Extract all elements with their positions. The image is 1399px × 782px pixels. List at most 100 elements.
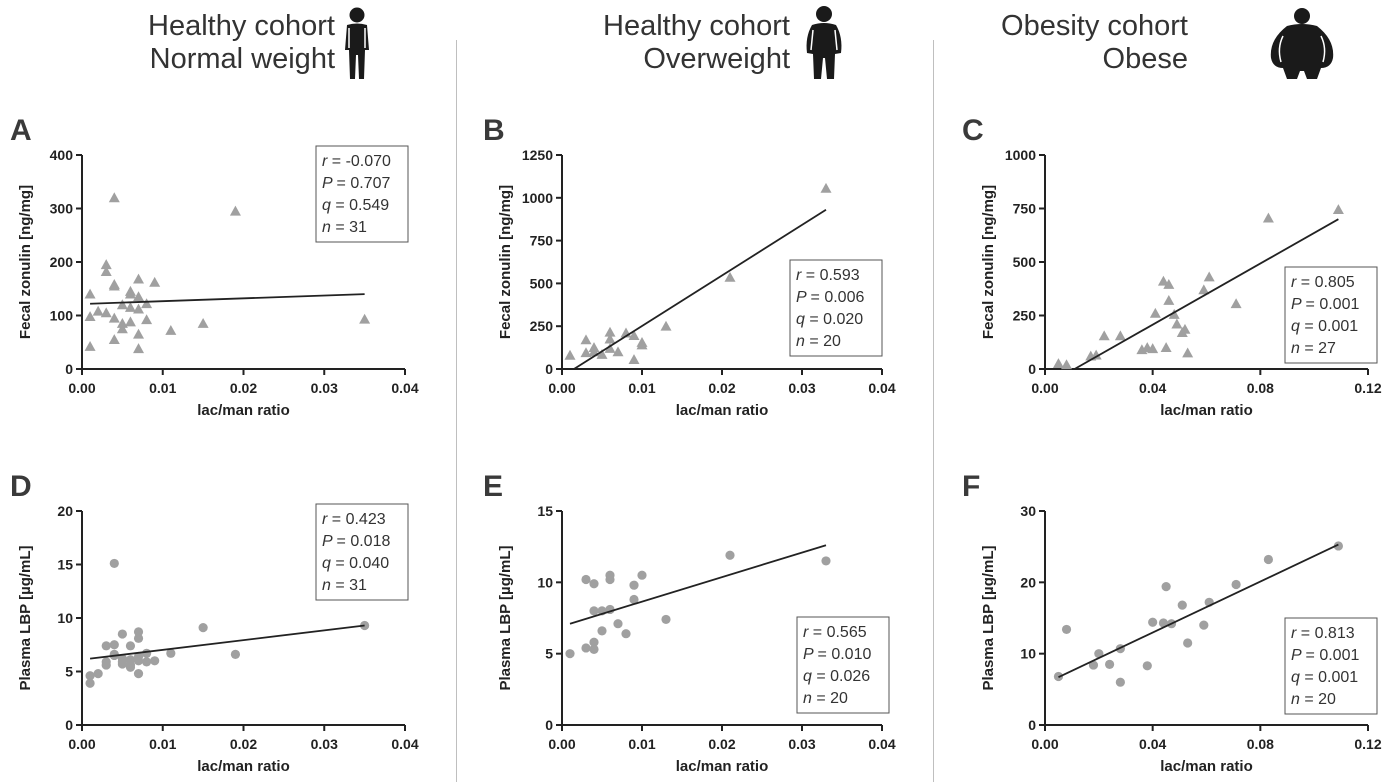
- stat-r: r = 0.805: [1291, 274, 1355, 291]
- data-point-triangle: [141, 314, 153, 325]
- data-point-circle: [117, 659, 127, 669]
- data-point-circle: [133, 633, 144, 643]
- column-header-normal-weight: Healthy cohort Normal weight: [35, 10, 335, 76]
- data-point-triangle: [1061, 359, 1073, 370]
- data-point-triangle: [359, 313, 371, 324]
- stat-n: n = 20: [803, 690, 848, 707]
- y-tick-label: 20: [57, 503, 73, 519]
- stat-r: r = 0.593: [796, 267, 860, 284]
- x-tick-label: 0.02: [230, 380, 257, 396]
- data-point-triangle: [92, 305, 104, 316]
- data-point-triangle: [124, 316, 136, 327]
- data-point-triangle: [84, 288, 96, 299]
- x-tick-label: 0.00: [1031, 380, 1058, 396]
- column-header-overweight: Healthy cohort Overweight: [490, 10, 790, 76]
- data-point-circle: [589, 637, 599, 647]
- x-tick-label: 0.03: [311, 380, 338, 396]
- stats-box-frame: [315, 503, 409, 601]
- data-point-triangle: [596, 348, 608, 359]
- x-axis-label: lac/man ratio: [197, 758, 290, 775]
- stat-n: n = 31: [322, 219, 367, 236]
- x-tick-label: 0.04: [391, 380, 418, 396]
- chart-panel-d: D 0 5 10 15 20 0.00 0.01 0.02 0.03 0.04 lac/man rat…: [10, 470, 419, 775]
- y-tick-label: 15: [57, 557, 73, 573]
- data-point-triangle: [100, 266, 112, 277]
- y-tick-label: 750: [1013, 201, 1037, 217]
- regression-line: [90, 293, 365, 305]
- x-axis-label: lac/man ratio: [1160, 402, 1253, 419]
- data-point-triangle: [1182, 347, 1194, 358]
- panel-letter: C: [962, 114, 984, 147]
- data-point-triangle: [133, 303, 145, 314]
- y-axis-label: Fecal zonulin [ng/mg]: [497, 185, 514, 339]
- data-point-triangle: [229, 205, 241, 216]
- data-point-circle: [581, 574, 591, 585]
- data-point-triangle: [628, 330, 640, 341]
- data-point-circle: [589, 644, 599, 654]
- stat-n: n = 20: [796, 333, 841, 350]
- data-point-triangle: [1163, 295, 1175, 305]
- data-point-triangle: [580, 347, 592, 358]
- data-point-circle: [725, 550, 735, 560]
- data-point-circle: [93, 669, 103, 679]
- data-point-triangle: [133, 328, 145, 339]
- panel-letter: A: [10, 114, 32, 147]
- data-point-circle: [1183, 638, 1193, 648]
- y-tick-label: 1000: [1005, 147, 1036, 163]
- x-tick-label: 0.08: [1247, 736, 1274, 752]
- y-tick-label: 500: [530, 275, 554, 291]
- data-point-triangle: [1160, 342, 1172, 352]
- data-point-triangle: [604, 342, 616, 353]
- data-point-circle: [637, 570, 647, 580]
- x-tick-label: 0.03: [788, 736, 815, 752]
- data-point-triangle: [100, 307, 112, 318]
- data-point-circle: [1115, 677, 1125, 687]
- x-tick-label: 0.01: [149, 380, 176, 396]
- x-tick-label: 0.04: [868, 736, 895, 752]
- stat-q: q = 0.020: [796, 311, 863, 328]
- data-point-circle: [1161, 582, 1171, 592]
- data-point-circle: [85, 678, 95, 688]
- y-tick-label: 0: [65, 717, 73, 733]
- stat-n: n = 20: [1291, 691, 1336, 708]
- stat-q: q = 0.001: [1291, 669, 1358, 686]
- y-tick-label: 15: [537, 503, 553, 519]
- y-tick-label: 0: [545, 361, 553, 377]
- data-point-circle: [1231, 579, 1241, 590]
- data-point-circle: [133, 627, 144, 637]
- data-point-triangle: [1157, 275, 1169, 286]
- y-tick-label: 20: [1020, 574, 1036, 590]
- data-point-triangle: [628, 354, 640, 364]
- header-line1: Obesity cohort: [1001, 10, 1188, 42]
- data-point-triangle: [1168, 308, 1180, 319]
- stats-box: r = 0.805 P = 0.001 q = 0.001 n = 27: [1284, 266, 1378, 364]
- data-point-triangle: [133, 343, 145, 354]
- x-tick-label: 0.04: [1139, 736, 1166, 752]
- panel-letter: E: [483, 470, 503, 503]
- header-line2: Normal weight: [149, 43, 335, 75]
- data-point-circle: [1148, 617, 1158, 627]
- stats-box: r = 0.565 P = 0.010 q = 0.026 n = 20: [796, 616, 890, 714]
- data-point-circle: [1199, 620, 1209, 630]
- column-divider: [456, 40, 457, 782]
- data-point-circle: [142, 657, 152, 667]
- data-point-triangle: [660, 320, 672, 331]
- header-line2: Obese: [1102, 43, 1188, 75]
- data-point-triangle: [197, 318, 209, 328]
- x-tick-label: 0.08: [1247, 380, 1274, 396]
- stats-box: r = 0.423 P = 0.018 q = 0.040 n = 31: [315, 503, 409, 601]
- data-point-circle: [125, 641, 136, 651]
- data-point-triangle: [604, 326, 616, 337]
- x-tick-label: 0.00: [68, 736, 95, 752]
- chart-panel-b: B 0 250 500 750 1000 1250 0.00 0.01 0.02 0.03 0.04 l…: [483, 114, 896, 419]
- data-point-triangle: [116, 299, 128, 310]
- stat-P: P = 0.018: [322, 533, 390, 550]
- panel-letter: D: [10, 470, 32, 503]
- data-point-triangle: [1163, 278, 1175, 289]
- data-point-triangle: [133, 291, 145, 302]
- data-point-circle: [629, 580, 639, 590]
- x-axis-label: lac/man ratio: [1160, 758, 1253, 775]
- x-tick-label: 0.00: [548, 736, 575, 752]
- stat-r: r = 0.565: [803, 624, 867, 641]
- data-point-triangle: [724, 271, 736, 282]
